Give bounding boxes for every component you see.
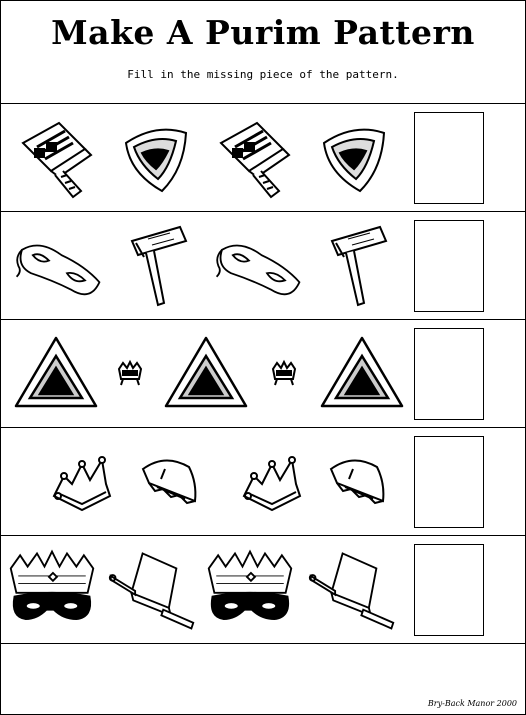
header: Make A Purim Pattern Fill in the missing… [1,1,525,104]
book-gragger-icon [107,536,197,643]
crown-icon [37,428,127,535]
gragger-icon [13,104,103,211]
pattern-row-3 [1,320,525,428]
noisemaker-icon [113,212,203,319]
crown-icon [227,428,317,535]
crown-mask-icon [205,536,295,643]
hamantash-icon [111,104,201,211]
instructions: Fill in the missing piece of the pattern… [127,68,399,81]
hamantash-icon [161,320,251,427]
answer-box-3[interactable] [414,328,484,420]
hamantash-icon [11,320,101,427]
crown-mask-icon [7,536,97,643]
hamantash-icon [317,320,407,427]
credit: Bry-Back Manor 2000 [427,699,517,708]
answer-box-2[interactable] [414,220,484,312]
small-crown-icon [85,320,175,427]
answer-box-1[interactable] [414,112,484,204]
pattern-row-1 [1,104,525,212]
pattern-row-2 [1,212,525,320]
pattern-row-5 [1,536,525,644]
mask-icon [213,212,303,319]
answer-box-5[interactable] [414,544,484,636]
pattern-row-4 [1,428,525,536]
book-gragger-icon [307,536,397,643]
footer: Bry-Back Manor 2000 [1,641,525,714]
gragger-icon [211,104,301,211]
hamantash-icon [309,104,399,211]
hat-icon [313,428,403,535]
mask-icon [13,212,103,319]
noisemaker-icon [313,212,403,319]
hat-icon [125,428,215,535]
small-crown-icon [239,320,329,427]
answer-box-4[interactable] [414,436,484,528]
page-title: Make A Purim Pattern [51,13,475,52]
